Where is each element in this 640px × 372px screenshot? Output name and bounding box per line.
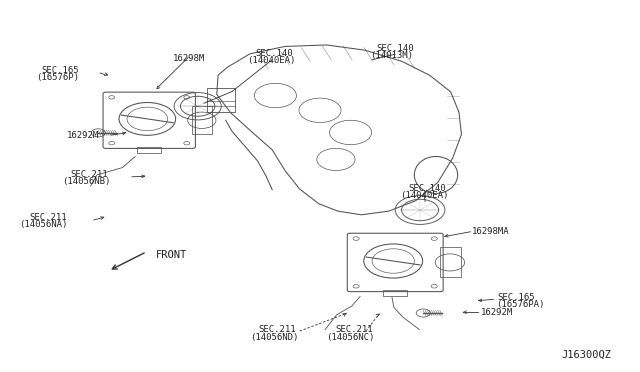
Text: (14040EA): (14040EA) — [399, 192, 448, 201]
Bar — [440, 247, 461, 277]
Text: (14056NC): (14056NC) — [326, 333, 375, 341]
Bar — [207, 88, 236, 112]
Text: 16298M: 16298M — [173, 54, 205, 63]
Text: SEC.140: SEC.140 — [408, 185, 446, 193]
Bar — [193, 106, 212, 135]
Text: J16300QZ: J16300QZ — [561, 350, 611, 360]
Text: (14040EA): (14040EA) — [247, 56, 295, 65]
Text: SEC.211: SEC.211 — [335, 326, 372, 334]
Text: (16576P): (16576P) — [36, 73, 79, 82]
Text: SEC.140: SEC.140 — [255, 49, 293, 58]
Text: 16298MA: 16298MA — [472, 227, 509, 236]
Bar — [138, 147, 161, 153]
Text: SEC.165: SEC.165 — [41, 66, 79, 75]
Text: (14013M): (14013M) — [371, 51, 413, 60]
Text: SEC.165: SEC.165 — [497, 294, 535, 302]
Text: SEC.211: SEC.211 — [70, 170, 108, 179]
Text: (14056NB): (14056NB) — [62, 177, 110, 186]
Text: (16576PA): (16576PA) — [496, 300, 544, 310]
Text: 16292M: 16292M — [481, 308, 513, 317]
Text: FRONT: FRONT — [156, 250, 188, 260]
Text: (14056ND): (14056ND) — [250, 333, 298, 341]
Text: SEC.211: SEC.211 — [29, 213, 67, 222]
Text: (14056NA): (14056NA) — [19, 220, 68, 229]
Text: SEC.140: SEC.140 — [376, 44, 414, 53]
Text: SEC.211: SEC.211 — [259, 326, 296, 334]
Bar — [383, 290, 408, 296]
Text: 16292M: 16292M — [67, 131, 99, 140]
